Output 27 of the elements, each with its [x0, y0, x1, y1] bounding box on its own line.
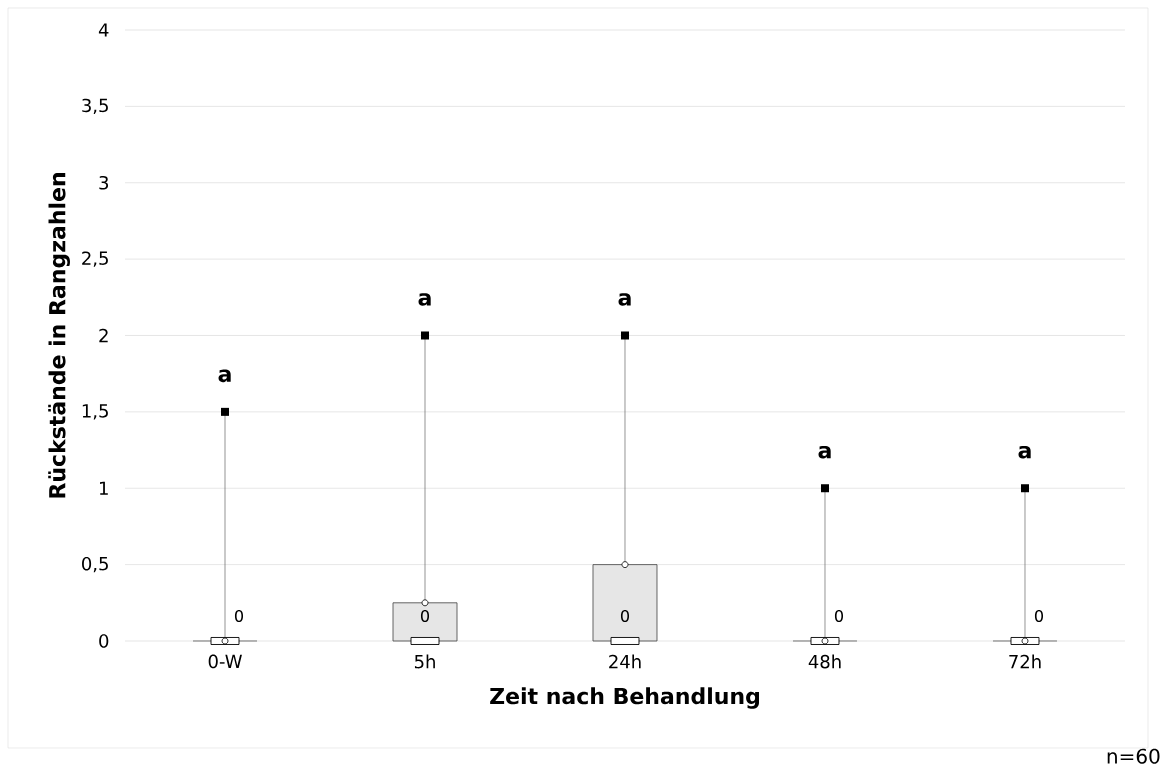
y-tick-label: 1 [100, 481, 108, 495]
x-tick-label: 5h [414, 654, 435, 669]
annotation: a [818, 445, 831, 459]
annotation: a [618, 293, 631, 306]
annotation: a [418, 293, 431, 306]
y-tick-label: 1,5 [82, 404, 108, 420]
annotation: a [218, 369, 231, 383]
y-tick-label: 2 [99, 328, 108, 343]
x-axis-title: Zeit nach Behandlung [490, 687, 759, 709]
x-tick-label: 24h [609, 654, 641, 669]
y-tick-label: 3 [99, 175, 109, 190]
x-tick-label: 0-W [208, 654, 242, 669]
annotation: 0 [420, 609, 430, 623]
annotation: 0 [834, 609, 844, 623]
annotation: a [1018, 445, 1031, 459]
y-tick-label: 0,5 [82, 556, 108, 573]
y-tick-label: 4 [98, 23, 109, 37]
y-tick-label: 3,5 [82, 98, 108, 115]
y-axis-title: Rückstände in Rangzahlen [48, 173, 70, 498]
annotation: 0 [1034, 609, 1044, 623]
y-tick-label: 2,5 [82, 251, 108, 267]
text: n=60 [1107, 748, 1160, 764]
y-tick-label: 0 [99, 634, 109, 648]
x-tick-label: 72h [1009, 654, 1041, 669]
annotation: 0 [620, 609, 630, 623]
annotation: 0 [234, 609, 244, 623]
x-tick-label: 48h [808, 654, 841, 669]
